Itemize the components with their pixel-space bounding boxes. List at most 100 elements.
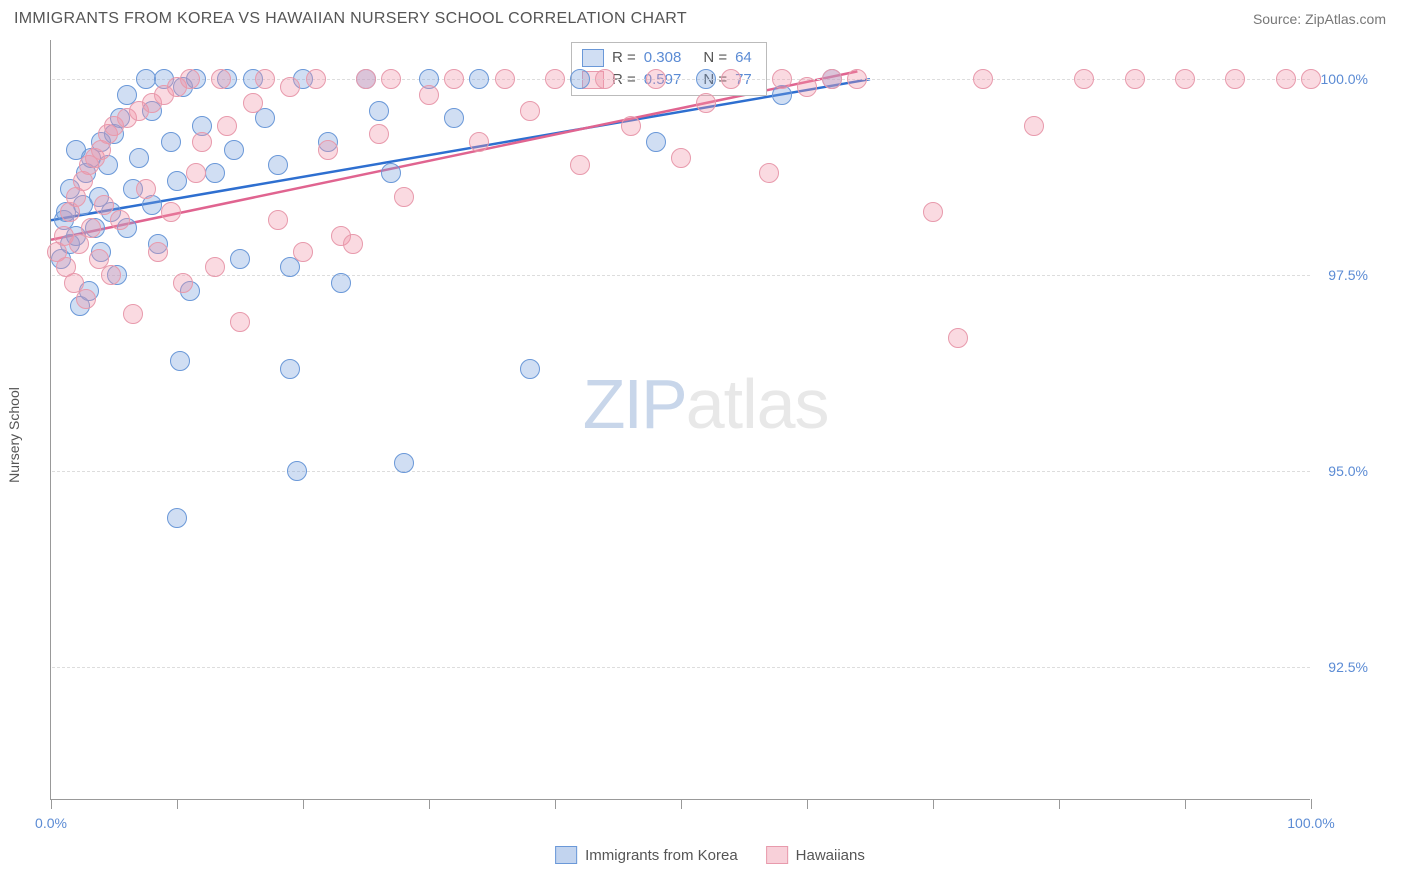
data-point: [469, 69, 489, 89]
data-point: [1301, 69, 1321, 89]
gridline: [52, 275, 1310, 276]
y-tick-label: 100.0%: [1321, 71, 1368, 87]
data-point: [1276, 69, 1296, 89]
data-point: [167, 508, 187, 528]
data-point: [287, 461, 307, 481]
header: IMMIGRANTS FROM KOREA VS HAWAIIAN NURSER…: [0, 0, 1406, 32]
data-point: [148, 242, 168, 262]
data-point: [847, 69, 867, 89]
data-point: [161, 202, 181, 222]
data-point: [280, 77, 300, 97]
data-point: [444, 69, 464, 89]
data-point: [369, 101, 389, 121]
gridline: [52, 667, 1310, 668]
data-point: [136, 179, 156, 199]
source-attribution: Source: ZipAtlas.com: [1253, 11, 1386, 27]
data-point: [1175, 69, 1195, 89]
data-point: [595, 69, 615, 89]
data-point: [495, 69, 515, 89]
chart-title: IMMIGRANTS FROM KOREA VS HAWAIIAN NURSER…: [14, 10, 687, 28]
data-point: [186, 163, 206, 183]
data-point: [94, 195, 114, 215]
data-point: [205, 163, 225, 183]
legend-label: Immigrants from Korea: [585, 847, 738, 864]
data-point: [696, 93, 716, 113]
x-tick: [933, 799, 934, 809]
watermark: ZIPatlas: [583, 364, 829, 444]
data-point: [230, 249, 250, 269]
y-axis-title: Nursery School: [6, 387, 22, 483]
plot-area: ZIPatlas R =0.308N =64R =0.597N =77 92.5…: [50, 40, 1310, 800]
r-value: 0.308: [644, 47, 682, 69]
data-point: [167, 171, 187, 191]
data-point: [797, 77, 817, 97]
data-point: [1225, 69, 1245, 89]
data-point: [621, 116, 641, 136]
x-tick: [1311, 799, 1312, 809]
watermark-atlas: atlas: [686, 365, 829, 443]
data-point: [948, 328, 968, 348]
data-point: [343, 234, 363, 254]
data-point: [217, 116, 237, 136]
legend-item: Immigrants from Korea: [555, 846, 738, 864]
series-legend: Immigrants from Korea Hawaiians: [555, 846, 865, 864]
data-point: [646, 69, 666, 89]
gridline: [52, 79, 1310, 80]
data-point: [173, 273, 193, 293]
y-tick-label: 92.5%: [1328, 659, 1368, 675]
x-tick-label: 0.0%: [35, 815, 67, 831]
data-point: [81, 218, 101, 238]
n-label: N =: [703, 47, 727, 69]
x-tick: [51, 799, 52, 809]
data-point: [671, 148, 691, 168]
data-point: [923, 202, 943, 222]
data-point: [394, 453, 414, 473]
data-point: [369, 124, 389, 144]
x-tick: [681, 799, 682, 809]
x-tick: [1059, 799, 1060, 809]
x-tick: [303, 799, 304, 809]
r-label: R =: [612, 47, 636, 69]
data-point: [772, 69, 792, 89]
data-point: [192, 132, 212, 152]
data-point: [381, 163, 401, 183]
data-point: [570, 155, 590, 175]
data-point: [268, 210, 288, 230]
data-point: [224, 140, 244, 160]
x-tick: [807, 799, 808, 809]
stats-legend-row: R = 0.308 N = 64: [582, 47, 752, 69]
data-point: [520, 101, 540, 121]
data-point: [293, 242, 313, 262]
data-point: [721, 69, 741, 89]
x-tick: [1185, 799, 1186, 809]
data-point: [331, 273, 351, 293]
data-point: [255, 108, 275, 128]
data-point: [646, 132, 666, 152]
data-point: [973, 69, 993, 89]
data-point: [123, 304, 143, 324]
data-point: [1024, 116, 1044, 136]
data-point: [110, 210, 130, 230]
data-point: [394, 187, 414, 207]
data-point: [76, 289, 96, 309]
data-point: [136, 69, 156, 89]
x-tick-label: 100.0%: [1287, 815, 1334, 831]
data-point: [759, 163, 779, 183]
legend-item: Hawaiians: [766, 846, 865, 864]
data-point: [180, 69, 200, 89]
y-tick-label: 97.5%: [1328, 267, 1368, 283]
data-point: [129, 148, 149, 168]
data-point: [822, 69, 842, 89]
data-point: [306, 69, 326, 89]
n-value: 64: [735, 47, 752, 69]
x-tick: [177, 799, 178, 809]
data-point: [570, 69, 590, 89]
legend-swatch: [555, 846, 577, 864]
data-point: [1125, 69, 1145, 89]
data-point: [161, 132, 181, 152]
data-point: [545, 69, 565, 89]
data-point: [318, 140, 338, 160]
gridline: [52, 471, 1310, 472]
data-point: [280, 359, 300, 379]
data-point: [243, 93, 263, 113]
